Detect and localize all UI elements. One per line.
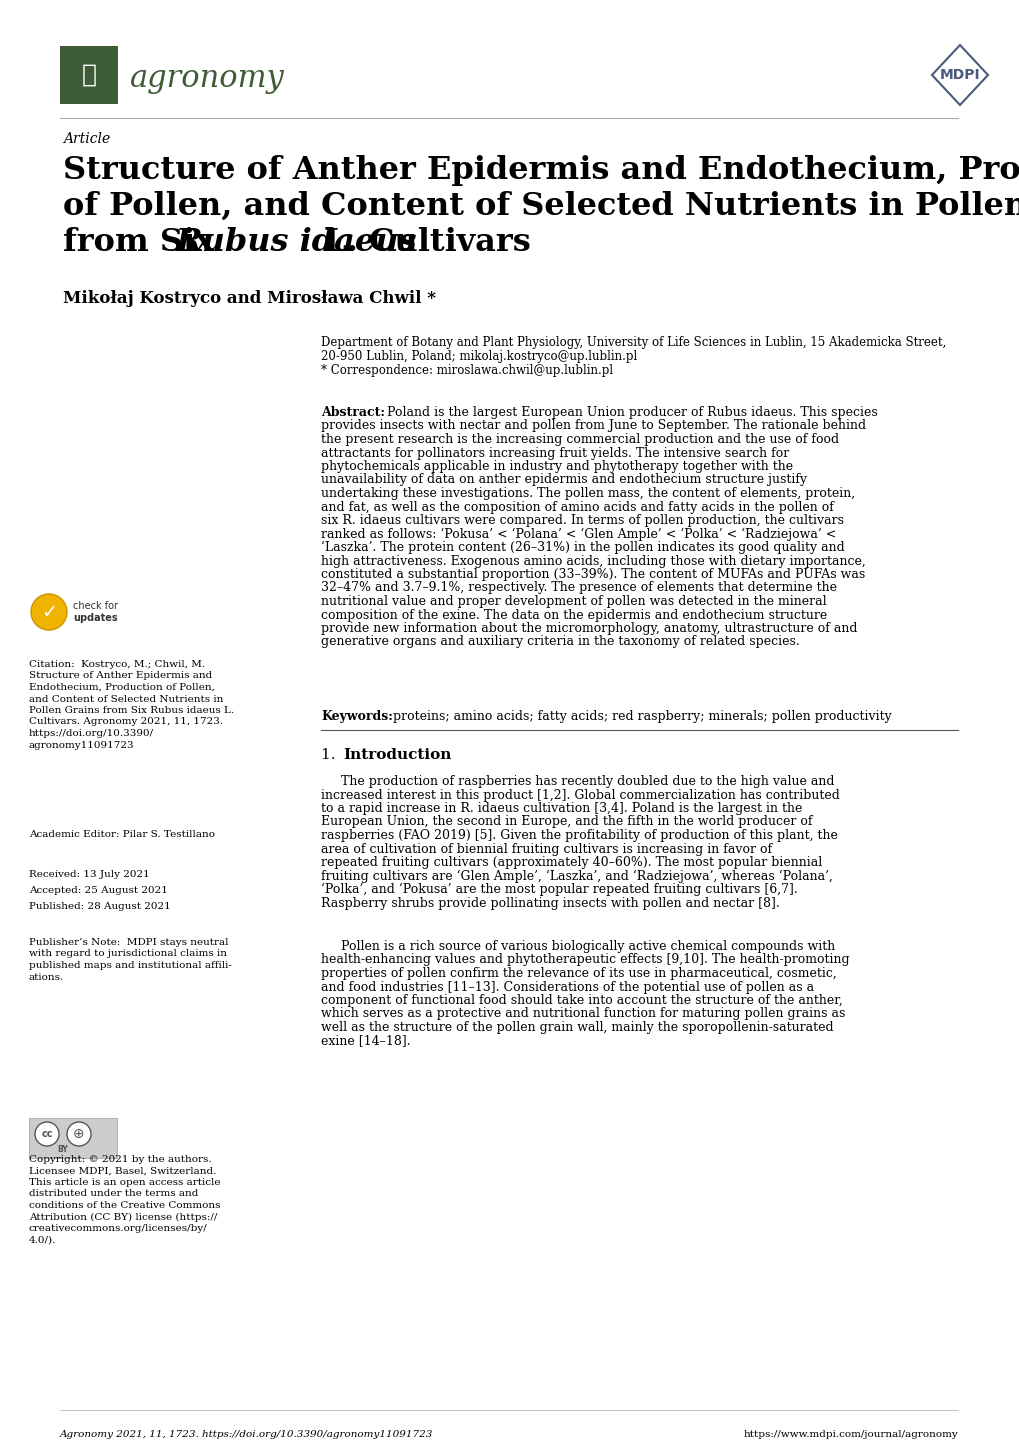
Text: of Pollen, and Content of Selected Nutrients in Pollen Grains: of Pollen, and Content of Selected Nutri… bbox=[63, 190, 1019, 222]
Text: Agronomy 2021, 11, 1723. https://doi.org/10.3390/agronomy11091723: Agronomy 2021, 11, 1723. https://doi.org… bbox=[60, 1430, 433, 1439]
Text: Introduction: Introduction bbox=[342, 748, 451, 761]
Text: BY: BY bbox=[57, 1145, 68, 1155]
Text: fruiting cultivars are ‘Glen Ample’, ‘Laszka’, and ‘Radziejowa’, whereas ‘Polana: fruiting cultivars are ‘Glen Ample’, ‘La… bbox=[321, 870, 833, 883]
Text: agronomy11091723: agronomy11091723 bbox=[29, 741, 135, 750]
Text: and Content of Selected Nutrients in: and Content of Selected Nutrients in bbox=[29, 695, 223, 704]
Text: ⊕: ⊕ bbox=[73, 1128, 85, 1141]
Text: distributed under the terms and: distributed under the terms and bbox=[29, 1190, 198, 1198]
Circle shape bbox=[31, 594, 67, 630]
Text: Mikołaj Kostryco and Mirosława Chwil *: Mikołaj Kostryco and Mirosława Chwil * bbox=[63, 290, 435, 307]
Text: proteins; amino acids; fatty acids; red raspberry; minerals; pollen productivity: proteins; amino acids; fatty acids; red … bbox=[388, 709, 891, 722]
Text: from Six: from Six bbox=[63, 226, 225, 258]
Text: with regard to jurisdictional claims in: with regard to jurisdictional claims in bbox=[29, 949, 227, 959]
Text: updates: updates bbox=[73, 613, 117, 623]
Text: 20-950 Lublin, Poland; mikolaj.kostryco@up.lublin.pl: 20-950 Lublin, Poland; mikolaj.kostryco@… bbox=[321, 350, 637, 363]
Text: published maps and institutional affili-: published maps and institutional affili- bbox=[29, 960, 231, 970]
Text: Poland is the largest European Union producer of Rubus idaeus. This species: Poland is the largest European Union pro… bbox=[379, 407, 877, 420]
Text: Rubus idaeus: Rubus idaeus bbox=[175, 226, 417, 258]
Text: generative organs and auxiliary criteria in the taxonomy of related species.: generative organs and auxiliary criteria… bbox=[321, 636, 799, 649]
Text: Academic Editor: Pilar S. Testillano: Academic Editor: Pilar S. Testillano bbox=[29, 831, 215, 839]
Text: Publisher’s Note:  MDPI stays neutral: Publisher’s Note: MDPI stays neutral bbox=[29, 937, 228, 947]
Text: well as the structure of the pollen grain wall, mainly the sporopollenin-saturat: well as the structure of the pollen grai… bbox=[321, 1021, 833, 1034]
Text: the present research is the increasing commercial production and the use of food: the present research is the increasing c… bbox=[321, 433, 839, 446]
Circle shape bbox=[35, 1122, 59, 1146]
Text: conditions of the Creative Commons: conditions of the Creative Commons bbox=[29, 1201, 220, 1210]
Text: 4.0/).: 4.0/). bbox=[29, 1236, 56, 1244]
Text: and food industries [11–13]. Considerations of the potential use of pollen as a: and food industries [11–13]. Considerati… bbox=[321, 981, 813, 994]
Text: to a rapid increase in R. idaeus cultivation [3,4]. Poland is the largest in the: to a rapid increase in R. idaeus cultiva… bbox=[321, 802, 802, 815]
Text: Citation:  Kostryco, M.; Chwil, M.: Citation: Kostryco, M.; Chwil, M. bbox=[29, 660, 205, 669]
Text: creativecommons.org/licenses/by/: creativecommons.org/licenses/by/ bbox=[29, 1224, 208, 1233]
Text: Department of Botany and Plant Physiology, University of Life Sciences in Lublin: Department of Botany and Plant Physiolog… bbox=[321, 336, 946, 349]
Text: Cultivars. Agronomy 2021, 11, 1723.: Cultivars. Agronomy 2021, 11, 1723. bbox=[29, 718, 223, 727]
Text: properties of pollen confirm the relevance of its use in pharmaceutical, cosmeti: properties of pollen confirm the relevan… bbox=[321, 968, 836, 981]
Text: repeated fruiting cultivars (approximately 40–60%). The most popular biennial: repeated fruiting cultivars (approximate… bbox=[321, 857, 821, 870]
Text: six R. idaeus cultivars were compared. In terms of pollen production, the cultiv: six R. idaeus cultivars were compared. I… bbox=[321, 513, 843, 526]
Text: Abstract:: Abstract: bbox=[321, 407, 384, 420]
Text: undertaking these investigations. The pollen mass, the content of elements, prot: undertaking these investigations. The po… bbox=[321, 487, 854, 500]
Text: increased interest in this product [1,2]. Global commercialization has contribut: increased interest in this product [1,2]… bbox=[321, 789, 839, 802]
Text: Pollen Grains from Six Rubus idaeus L.: Pollen Grains from Six Rubus idaeus L. bbox=[29, 707, 234, 715]
Text: 1.: 1. bbox=[321, 748, 340, 761]
Text: provide new information about the micromorphology, anatomy, ultrastructure of an: provide new information about the microm… bbox=[321, 622, 857, 634]
Text: ranked as follows: ‘Pokusa’ < ‘Polana’ < ‘Glen Ample’ < ‘Polka’ < ‘Radziejowa’ <: ranked as follows: ‘Pokusa’ < ‘Polana’ <… bbox=[321, 528, 836, 541]
Text: composition of the exine. The data on the epidermis and endothecium structure: composition of the exine. The data on th… bbox=[321, 609, 826, 622]
Text: exine [14–18].: exine [14–18]. bbox=[321, 1034, 411, 1047]
Text: This article is an open access article: This article is an open access article bbox=[29, 1178, 220, 1187]
Text: attractants for pollinators increasing fruit yields. The intensive search for: attractants for pollinators increasing f… bbox=[321, 447, 789, 460]
Text: Pollen is a rich source of various biologically active chemical compounds with: Pollen is a rich source of various biolo… bbox=[321, 940, 835, 953]
Text: https://www.mdpi.com/journal/agronomy: https://www.mdpi.com/journal/agronomy bbox=[743, 1430, 957, 1439]
Text: 32–47% and 3.7–9.1%, respectively. The presence of elements that determine the: 32–47% and 3.7–9.1%, respectively. The p… bbox=[321, 581, 837, 594]
Text: ‘Laszka’. The protein content (26–31%) in the pollen indicates its good quality : ‘Laszka’. The protein content (26–31%) i… bbox=[321, 541, 844, 554]
Text: The production of raspberries has recently doubled due to the high value and: The production of raspberries has recent… bbox=[321, 774, 834, 787]
Text: area of cultivation of biennial fruiting cultivars is increasing in favor of: area of cultivation of biennial fruiting… bbox=[321, 842, 771, 855]
Text: ✓: ✓ bbox=[41, 603, 57, 622]
Text: Endothecium, Production of Pollen,: Endothecium, Production of Pollen, bbox=[29, 684, 215, 692]
Text: agronomy: agronomy bbox=[129, 62, 284, 94]
Text: Article: Article bbox=[63, 133, 110, 146]
Text: health-enhancing values and phytotherapeutic effects [9,10]. The health-promotin: health-enhancing values and phytotherape… bbox=[321, 953, 849, 966]
Text: cc: cc bbox=[41, 1129, 53, 1139]
Text: unavailability of data on anther epidermis and endothecium structure justify: unavailability of data on anther epiderm… bbox=[321, 473, 806, 486]
Text: Raspberry shrubs provide pollinating insects with pollen and nectar [8].: Raspberry shrubs provide pollinating ins… bbox=[321, 897, 779, 910]
Text: and fat, as well as the composition of amino acids and fatty acids in the pollen: and fat, as well as the composition of a… bbox=[321, 500, 834, 513]
Text: ations.: ations. bbox=[29, 972, 64, 982]
Text: MDPI: MDPI bbox=[938, 68, 979, 82]
Text: Structure of Anther Epidermis and: Structure of Anther Epidermis and bbox=[29, 672, 212, 681]
Text: phytochemicals applicable in industry and phytotherapy together with the: phytochemicals applicable in industry an… bbox=[321, 460, 793, 473]
Text: * Correspondence: miroslawa.chwil@up.lublin.pl: * Correspondence: miroslawa.chwil@up.lub… bbox=[321, 363, 612, 376]
Text: ‘Polka’, and ‘Pokusa’ are the most popular repeated fruiting cultivars [6,7].: ‘Polka’, and ‘Pokusa’ are the most popul… bbox=[321, 883, 797, 897]
Text: constituted a substantial proportion (33–39%). The content of MUFAs and PUFAs wa: constituted a substantial proportion (33… bbox=[321, 568, 864, 581]
Text: Attribution (CC BY) license (https://: Attribution (CC BY) license (https:// bbox=[29, 1213, 217, 1221]
Text: nutritional value and proper development of pollen was detected in the mineral: nutritional value and proper development… bbox=[321, 596, 825, 609]
Text: European Union, the second in Europe, and the fifth in the world producer of: European Union, the second in Europe, an… bbox=[321, 816, 812, 829]
Text: raspberries (FAO 2019) [5]. Given the profitability of production of this plant,: raspberries (FAO 2019) [5]. Given the pr… bbox=[321, 829, 837, 842]
FancyBboxPatch shape bbox=[29, 1118, 117, 1158]
Text: Licensee MDPI, Basel, Switzerland.: Licensee MDPI, Basel, Switzerland. bbox=[29, 1167, 216, 1175]
Text: provides insects with nectar and pollen from June to September. The rationale be: provides insects with nectar and pollen … bbox=[321, 420, 865, 433]
Text: check for: check for bbox=[73, 601, 118, 611]
Text: Received: 13 July 2021: Received: 13 July 2021 bbox=[29, 870, 150, 880]
Text: high attractiveness. Exogenous amino acids, including those with dietary importa: high attractiveness. Exogenous amino aci… bbox=[321, 555, 865, 568]
FancyBboxPatch shape bbox=[60, 46, 118, 104]
Text: Keywords:: Keywords: bbox=[321, 709, 392, 722]
Text: https://doi.org/10.3390/: https://doi.org/10.3390/ bbox=[29, 730, 154, 738]
Text: component of functional food should take into account the structure of the anthe: component of functional food should take… bbox=[321, 994, 842, 1007]
Text: Structure of Anther Epidermis and Endothecium, Production: Structure of Anther Epidermis and Endoth… bbox=[63, 154, 1019, 186]
Text: L. Cultivars: L. Cultivars bbox=[313, 226, 531, 258]
Circle shape bbox=[67, 1122, 91, 1146]
Text: which serves as a protective and nutritional function for maturing pollen grains: which serves as a protective and nutriti… bbox=[321, 1008, 845, 1021]
Text: Copyright: © 2021 by the authors.: Copyright: © 2021 by the authors. bbox=[29, 1155, 211, 1164]
Text: 🌿: 🌿 bbox=[82, 63, 97, 87]
Text: Accepted: 25 August 2021: Accepted: 25 August 2021 bbox=[29, 885, 168, 895]
Text: Published: 28 August 2021: Published: 28 August 2021 bbox=[29, 903, 170, 911]
